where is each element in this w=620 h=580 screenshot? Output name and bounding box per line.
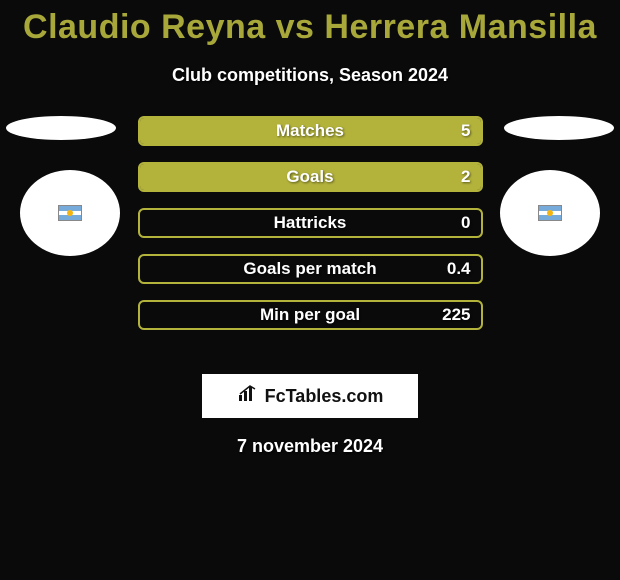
stat-label: Goals: [286, 167, 333, 187]
flag-left: [58, 205, 82, 221]
stat-value: 225: [442, 305, 470, 325]
stat-value: 0.4: [447, 259, 471, 279]
stat-row: Goals 2: [138, 162, 483, 192]
stat-label: Matches: [276, 121, 344, 141]
page-title: Claudio Reyna vs Herrera Mansilla: [0, 0, 620, 47]
flag-stripe: [59, 215, 81, 220]
stat-label: Goals per match: [243, 259, 376, 279]
flag-right: [538, 205, 562, 221]
player-left-flag-circle: [20, 170, 120, 256]
flag-sun-icon: [547, 210, 553, 216]
comparison-area: Matches 5 Goals 2 Hattricks 0 Goals per match 0…: [0, 116, 620, 356]
stat-row: Min per goal 225: [138, 300, 483, 330]
logo-text: FcTables.com: [265, 386, 384, 407]
stat-value: 0: [461, 213, 470, 233]
stat-bars: Matches 5 Goals 2 Hattricks 0 Goals per match 0…: [138, 116, 483, 330]
date-text: 7 november 2024: [0, 436, 620, 457]
flag-sun-icon: [67, 210, 73, 216]
player-left-column: [0, 116, 120, 256]
player-right-flag-circle: [500, 170, 600, 256]
stat-row: Matches 5: [138, 116, 483, 146]
player-right-ellipse: [504, 116, 614, 140]
stat-label: Min per goal: [260, 305, 360, 325]
flag-stripe: [539, 215, 561, 220]
stat-label: Hattricks: [274, 213, 347, 233]
player-right-column: [500, 116, 620, 256]
logo: FcTables.com: [237, 385, 384, 408]
logo-box: FcTables.com: [202, 374, 418, 418]
stat-value: 2: [461, 167, 470, 187]
stat-value: 5: [461, 121, 470, 141]
stat-row: Goals per match 0.4: [138, 254, 483, 284]
chart-icon: [237, 385, 259, 408]
stat-row: Hattricks 0: [138, 208, 483, 238]
subtitle: Club competitions, Season 2024: [0, 65, 620, 86]
player-left-ellipse: [6, 116, 116, 140]
